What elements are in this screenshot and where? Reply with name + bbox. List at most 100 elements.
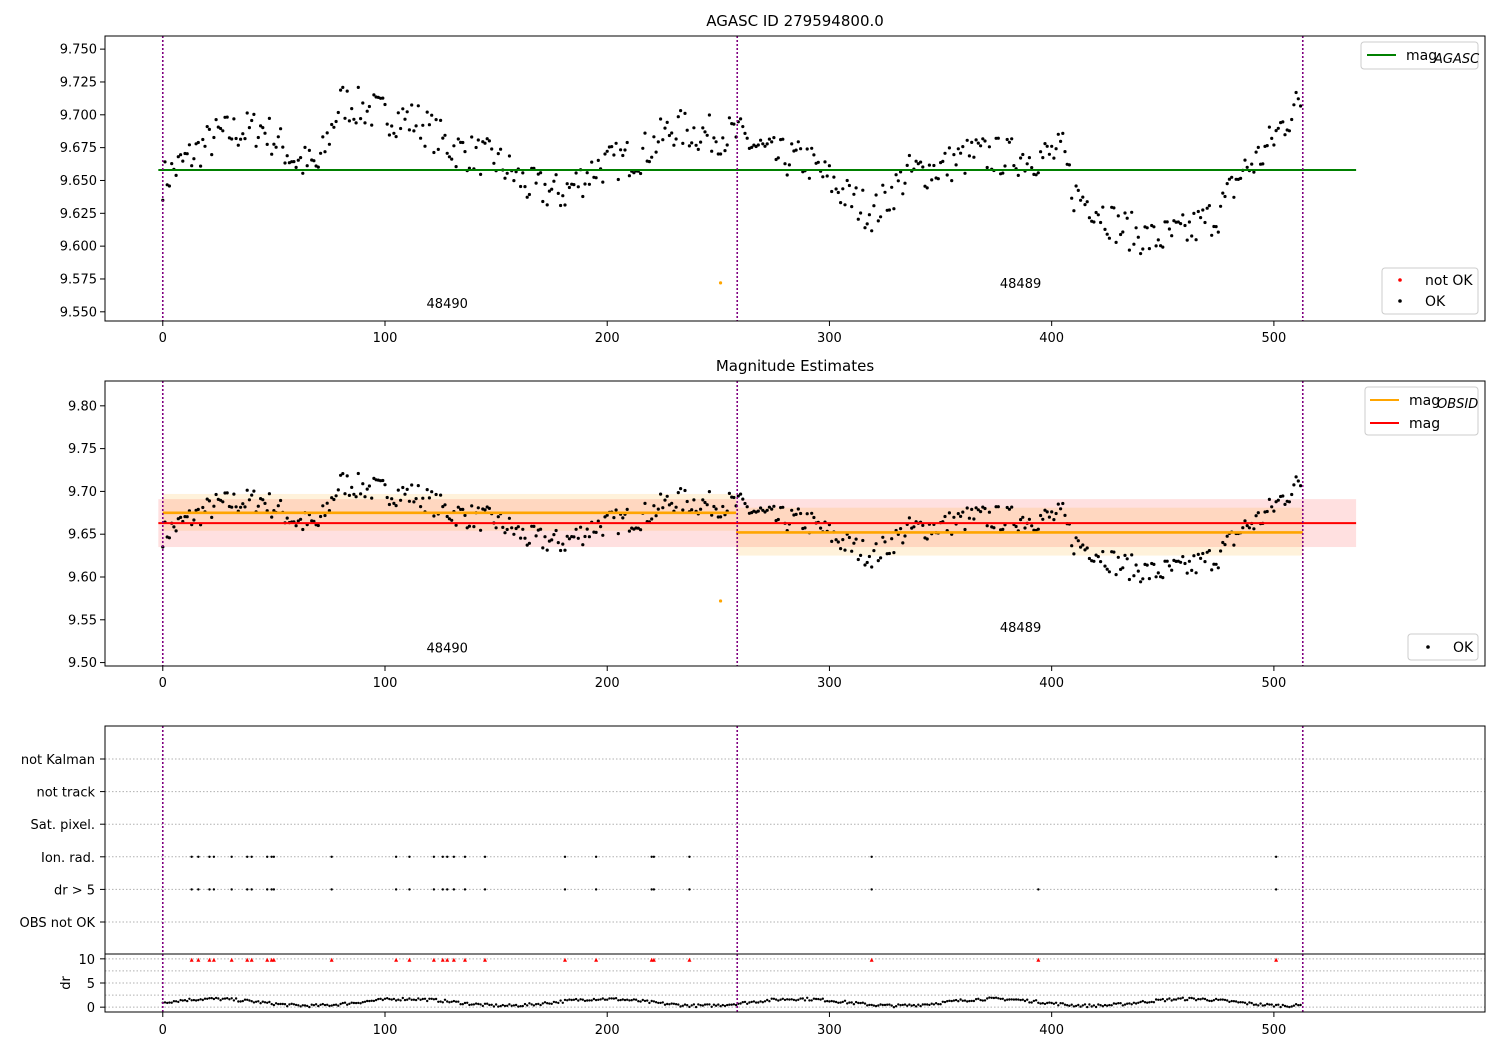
ok-point: [1185, 238, 1189, 242]
ok-point: [541, 546, 545, 550]
dr-point: [812, 997, 816, 1000]
ok-point: [1190, 568, 1194, 573]
ok-point: [365, 109, 369, 113]
dr-point: [834, 1000, 838, 1004]
ok-point: [1027, 517, 1031, 521]
ok-point: [987, 510, 992, 514]
dr-point: [463, 1001, 467, 1005]
dr-point: [1190, 996, 1193, 1000]
ok-point: [661, 506, 665, 510]
ok-point: [1052, 156, 1056, 160]
dr-point: [1021, 998, 1024, 1001]
magnitude-panel: Magnitude Estimates 48490 48489 9.50 9.55 9…: [68, 357, 1486, 691]
ok-point: [1210, 233, 1214, 237]
dr-point: [1121, 1004, 1125, 1007]
dr-point: [1277, 1003, 1280, 1006]
ok-point: [887, 551, 892, 556]
ok-point: [1087, 216, 1091, 220]
ok-point: [1061, 501, 1065, 506]
ok-point: [1016, 173, 1020, 177]
ok-point: [652, 504, 656, 508]
dr-point: [321, 1002, 324, 1006]
ok-point: [443, 503, 447, 507]
legend-subscript: AGASC: [1433, 52, 1480, 67]
flag-point: [272, 888, 276, 891]
dr-point: [637, 1000, 640, 1003]
ok-point: [1250, 162, 1254, 166]
ok-point: [1063, 513, 1067, 518]
dr-point: [652, 1000, 656, 1003]
ok-point: [1261, 162, 1265, 166]
ok-point: [250, 493, 254, 497]
dr-point: [450, 1000, 453, 1003]
ok-point: [1281, 494, 1285, 498]
dr-point: [703, 1003, 707, 1006]
dr-point: [817, 997, 820, 1001]
ok-point: [716, 152, 720, 156]
ok-point: [1103, 227, 1107, 231]
ok-point: [874, 542, 878, 546]
dr-point: [248, 999, 251, 1002]
ok-point: [1041, 156, 1045, 160]
ok-point: [963, 171, 967, 175]
ok-point: [1079, 545, 1083, 549]
ok-point: [385, 495, 389, 500]
ok-point: [403, 117, 407, 121]
ok-point: [765, 142, 769, 146]
ok-point: [341, 472, 345, 476]
dr-point: [548, 1002, 551, 1005]
dr-point: [617, 999, 620, 1002]
dr-point: [852, 1003, 856, 1006]
ok-point: [603, 515, 607, 519]
ok-point: [741, 497, 745, 501]
dr-point: [301, 1004, 304, 1007]
ok-point: [659, 492, 663, 496]
ok-point: [832, 175, 836, 179]
ok-point: [1165, 220, 1169, 224]
dr-point: [403, 998, 407, 1002]
ok-point: [943, 151, 947, 155]
dr-point: [1141, 999, 1145, 1003]
ok-point: [252, 489, 256, 493]
dr-point: [497, 1005, 500, 1008]
ok-point: [681, 141, 685, 145]
ok-point: [1014, 524, 1018, 529]
dr-excess-marker: [407, 957, 412, 962]
flag-point: [1037, 888, 1040, 891]
dr-point: [521, 1004, 524, 1008]
ok-point: [210, 515, 214, 520]
ok-point: [1094, 210, 1098, 215]
dr-point: [394, 999, 398, 1002]
ok-point: [770, 507, 774, 511]
dr-point: [854, 1000, 858, 1004]
dr-point: [657, 1001, 660, 1005]
dr-point: [1014, 998, 1018, 1001]
ok-point: [776, 517, 780, 522]
dr-point: [886, 1003, 889, 1006]
dr-point: [439, 1000, 442, 1003]
flag-point: [563, 855, 567, 858]
dr-point: [228, 998, 231, 1001]
y-tick-label: 9.65: [68, 528, 97, 543]
dr-point: [814, 997, 818, 1001]
dr-point: [583, 999, 587, 1003]
ok-point: [176, 155, 180, 159]
ok-point: [294, 165, 298, 169]
ok-point: [963, 527, 967, 532]
ok-point: [663, 498, 667, 502]
ok-point: [1299, 104, 1303, 108]
ok-point: [492, 161, 496, 165]
ok-point: [416, 484, 420, 488]
dr-point: [1232, 1000, 1236, 1003]
ok-point: [281, 145, 285, 149]
ok-point: [416, 104, 420, 108]
dr-point: [166, 1001, 169, 1005]
ok-point: [392, 501, 396, 505]
ok-point: [552, 179, 556, 183]
dr-point: [268, 1000, 271, 1004]
y-tick-label: 9.550: [60, 305, 97, 320]
dr-point: [608, 997, 611, 1000]
dr-point: [243, 998, 247, 1001]
flag-point: [463, 888, 467, 891]
dr-point: [288, 1003, 291, 1006]
